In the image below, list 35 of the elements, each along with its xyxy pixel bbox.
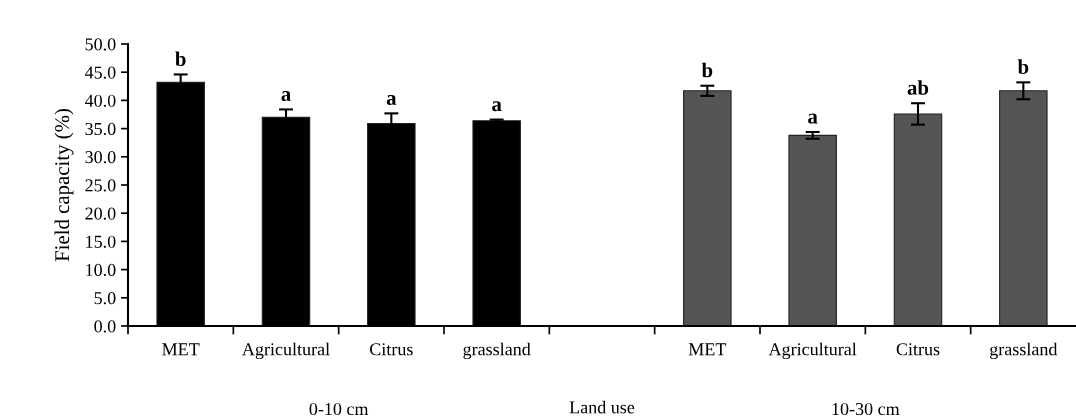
x-tick-label: grassland: [990, 342, 1058, 360]
y-tick-label: 10.0: [86, 263, 116, 277]
x-tick-label: Agricultural: [242, 342, 330, 360]
y-tick-label: 50.0: [85, 38, 116, 51]
data-label: a: [492, 101, 502, 112]
y-axis-title: Field capacity (%): [54, 108, 74, 262]
y-tick-label: 40.0: [84, 94, 116, 107]
x-tick-label: Citrus: [370, 343, 413, 356]
x-tick-label: Citrus: [896, 343, 940, 356]
y-tick-label: 25.0: [85, 179, 116, 192]
bar: [999, 90, 1048, 326]
y-tick-label: 15.0: [86, 235, 116, 248]
data-label: b: [701, 62, 713, 78]
bar: [893, 113, 943, 326]
x-tick-label: MET: [688, 343, 727, 356]
x-tick-label: Agricultural: [768, 342, 857, 360]
y-tick-label: 30.0: [85, 151, 116, 164]
text: 10-30 cm: [832, 402, 900, 416]
data-label: a: [281, 91, 291, 102]
data-label: ab: [907, 80, 929, 95]
y-tick-label: 5.0: [94, 292, 116, 305]
x-tick-label: MET: [162, 343, 200, 356]
data-label: a: [386, 94, 397, 105]
y-tick-label: 35.0: [85, 122, 116, 136]
y-tick-label: 20.0: [85, 207, 116, 220]
y-tick-label: 45.0: [84, 66, 116, 79]
data-label: a: [808, 113, 818, 124]
y-tick-label: 0.0: [94, 320, 116, 333]
text: 0-10 cm: [309, 402, 369, 416]
bar: [788, 134, 837, 326]
x-axis-title: Land use: [569, 400, 635, 414]
data-label: b: [175, 51, 186, 67]
data-label: b: [1017, 59, 1029, 74]
bar: [683, 90, 732, 326]
x-tick-label: grassland: [463, 342, 531, 360]
